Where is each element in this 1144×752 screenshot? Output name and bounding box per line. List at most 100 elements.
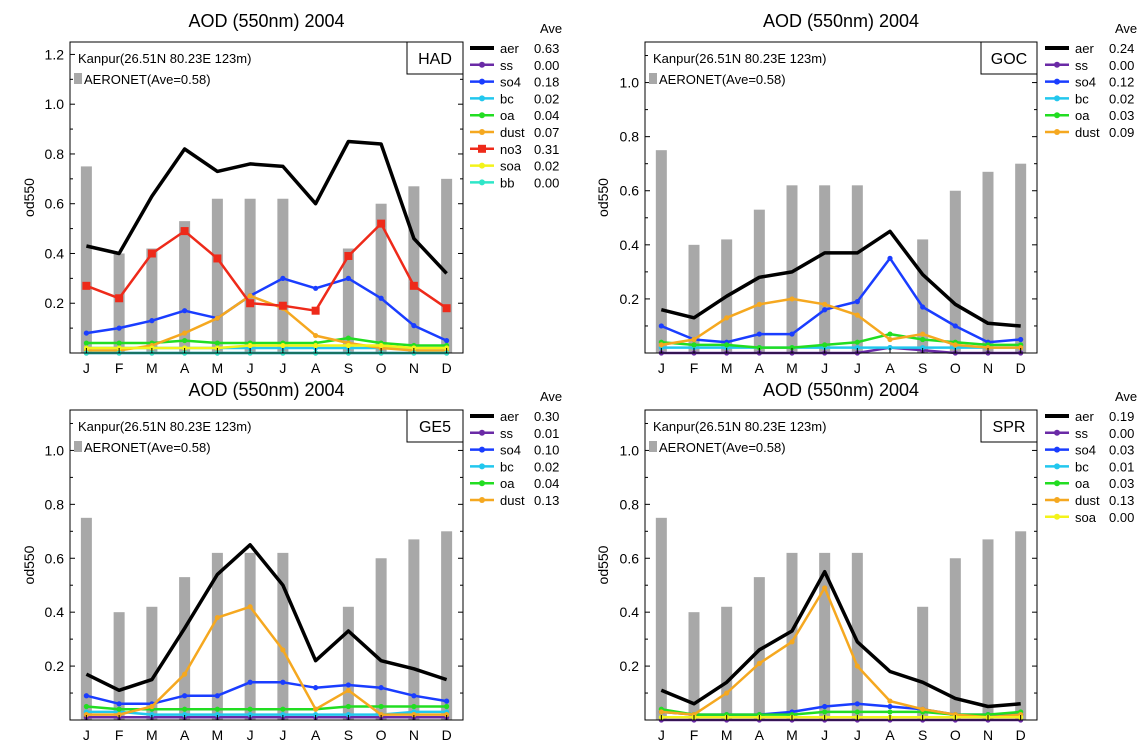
chart-title: AOD (550nm) 2004: [763, 380, 919, 400]
chart-title: AOD (550nm) 2004: [763, 11, 919, 31]
data-point: [116, 706, 122, 712]
legend-label-ss: ss: [1075, 426, 1089, 441]
aeronet-bar: [1015, 163, 1027, 353]
x-tick-label: N: [983, 727, 993, 743]
data-point: [411, 703, 417, 710]
data-point: [691, 342, 697, 348]
aeronet-legend-label: AERONET(Ave=0.58): [659, 440, 786, 455]
y-axis-label: od550: [21, 545, 37, 584]
legend-ave-aer: 0.63: [534, 41, 559, 56]
data-point: [345, 342, 351, 349]
series-line-aer: [85, 543, 448, 693]
data-point: [920, 331, 926, 337]
y-tick-label: 1.0: [620, 75, 640, 91]
data-point: [214, 712, 220, 718]
plot-frame: [644, 41, 1038, 354]
legend-ave-soa: 0.02: [534, 159, 559, 174]
x-tick-label: O: [376, 727, 387, 743]
legend-label-dust: dust: [500, 125, 525, 140]
legend-label-so4: so4: [1075, 443, 1096, 458]
data-point: [280, 647, 286, 653]
series-aer: [660, 229, 1021, 328]
data-point: [442, 304, 451, 313]
aeronet-bar: [917, 606, 929, 720]
data-point: [182, 308, 188, 314]
legend-header: Ave: [540, 389, 562, 404]
data-point: [345, 712, 351, 718]
aeronet-bar: [819, 185, 831, 353]
chart-title: AOD (550nm) 2004: [188, 11, 344, 31]
x-tick-label: F: [115, 360, 124, 376]
x-tick-label: A: [180, 727, 190, 743]
aeronet-bar: [342, 248, 354, 353]
legend-label-so4: so4: [1075, 75, 1096, 90]
aeronet-bar: [375, 558, 387, 720]
aeronet-bar: [1015, 531, 1027, 720]
y-tick-label: 1.0: [45, 96, 65, 112]
data-point: [313, 706, 319, 712]
data-point: [214, 340, 220, 346]
aeronet-legend-swatch: [649, 73, 657, 84]
site-label: Kanpur(26.51N 80.23E 123m): [78, 51, 251, 66]
series-line-dust: [86, 294, 447, 352]
data-point: [920, 336, 926, 343]
legend-marker: [479, 497, 485, 503]
legend-ave-so4: 0.12: [1109, 75, 1134, 90]
aeronet-bar: [113, 612, 125, 720]
aeronet-bar: [441, 531, 453, 720]
legend-marker: [1054, 480, 1060, 487]
aeronet-bar: [688, 612, 700, 720]
legend-marker: [1054, 95, 1060, 102]
legend-ave-dust: 0.07: [534, 125, 559, 140]
legend-marker: [479, 446, 485, 453]
x-tick-label: D: [442, 360, 452, 376]
legend: Ave aer 0.24 ss 0.00 so4 0.12 bc 0.02 oa 0.03 dust 0…: [1045, 21, 1137, 140]
data-point: [149, 703, 155, 710]
legend-marker: [1054, 513, 1060, 520]
legend-ave-no3: 0.31: [534, 142, 559, 157]
legend-ave-oa: 0.03: [1109, 108, 1134, 123]
legend-label-ss: ss: [500, 426, 514, 441]
data-point: [83, 330, 89, 336]
x-tick-label: D: [442, 727, 452, 743]
legend-marker: [479, 463, 485, 470]
aeronet-bar: [408, 186, 420, 353]
y-tick-label: 0.4: [45, 245, 65, 261]
aeronet-bar: [786, 185, 798, 353]
legend-label-soa: soa: [1075, 510, 1097, 525]
series-aer: [86, 139, 448, 275]
data-point: [345, 335, 351, 341]
aeronet-legend-swatch: [74, 73, 82, 84]
data-point: [658, 323, 664, 329]
data-point: [83, 340, 89, 346]
series-line-so4: [86, 277, 448, 342]
data-point: [920, 706, 926, 712]
data-point: [920, 344, 926, 351]
data-point: [313, 332, 319, 339]
legend-ave-so4: 0.18: [534, 75, 559, 90]
series-so4: [83, 275, 450, 344]
legend-label-aer: aer: [500, 41, 519, 56]
data-point: [116, 701, 122, 707]
data-point: [345, 703, 351, 710]
aeronet-bar: [211, 198, 223, 353]
data-point: [854, 701, 860, 707]
data-point: [116, 712, 122, 718]
aeronet-bar: [851, 552, 863, 720]
y-tick-label: 0.8: [45, 146, 65, 162]
data-point: [214, 614, 220, 621]
model-box: [980, 409, 1038, 443]
data-point: [952, 342, 958, 348]
series-line-oa: [661, 332, 1021, 349]
series-no3: [82, 219, 451, 315]
legend-ave-bb: 0.00: [534, 175, 559, 190]
x-tick-label: A: [180, 360, 190, 376]
data-point: [378, 342, 384, 349]
aeronet-bar: [211, 552, 223, 720]
series-line-soa: [86, 344, 447, 350]
data-point: [411, 712, 417, 718]
aeronet-bar: [375, 203, 387, 353]
legend-label-aer: aer: [1075, 41, 1094, 56]
legend-ave-ss: 0.00: [534, 58, 559, 73]
